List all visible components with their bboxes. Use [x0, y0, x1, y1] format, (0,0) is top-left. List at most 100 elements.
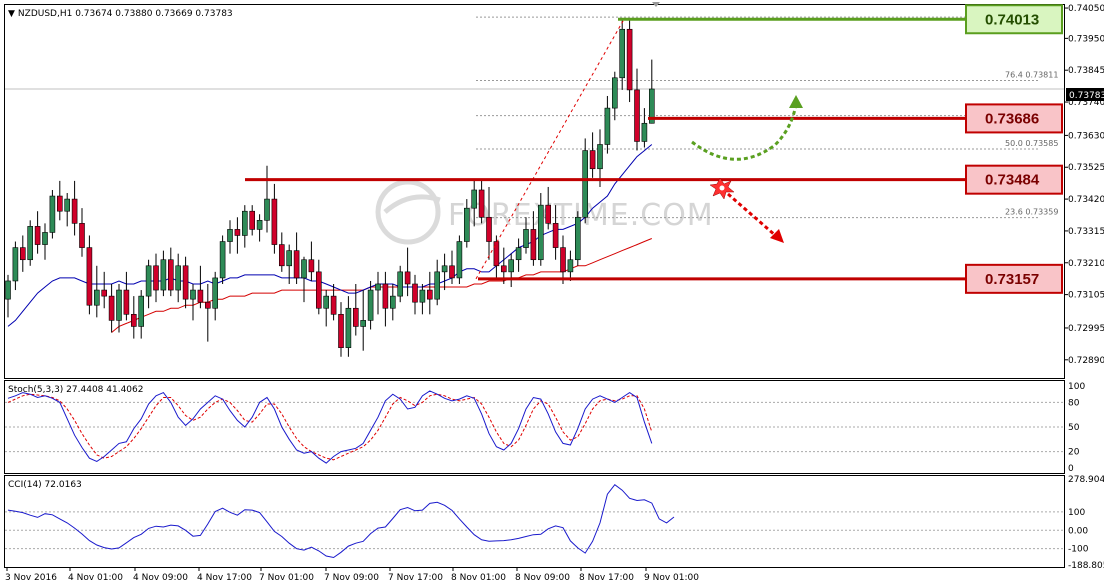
moving-average-fast-line	[7, 144, 653, 327]
fibo-level-label: 23.6 0.73359	[1005, 208, 1058, 217]
candle	[574, 211, 581, 266]
candle	[441, 253, 448, 291]
candle	[315, 259, 322, 315]
candle-body-down	[234, 229, 241, 236]
candle	[508, 253, 515, 288]
candle	[611, 71, 618, 121]
candle-body-down	[338, 314, 344, 348]
candle-body-down	[56, 195, 63, 212]
candle	[434, 259, 441, 306]
candle	[293, 232, 300, 284]
candle	[234, 217, 241, 254]
candle	[308, 241, 315, 281]
y-tick-label: 0.73740	[1068, 98, 1104, 108]
candle	[190, 283, 196, 321]
candle-body-up	[212, 277, 218, 309]
candle	[301, 256, 307, 303]
candle-body-down	[249, 210, 255, 230]
candle-body-up	[641, 122, 648, 142]
dropdown-arrow-icon[interactable]: ▼	[8, 9, 15, 19]
cci-line	[7, 484, 675, 559]
candle-body-down	[153, 265, 159, 291]
cci-y-tick-label: 0.00	[1068, 526, 1088, 536]
candle-body-up	[145, 265, 152, 297]
candle	[471, 180, 478, 227]
level-box-frame	[965, 103, 1063, 134]
candle-body-down	[34, 226, 41, 245]
candle-body-down	[308, 259, 315, 273]
candle-body-up	[42, 232, 48, 245]
candle-body-down	[278, 244, 285, 267]
candle-body-down	[626, 28, 633, 91]
candle-body-up	[611, 77, 618, 109]
candle	[545, 186, 552, 230]
current-price-label: 0.73783	[1069, 91, 1104, 101]
candle-body-down	[330, 295, 337, 315]
candle-body-up	[256, 220, 263, 230]
stoch-y-tick-label: 50	[1068, 423, 1080, 433]
candle-body-up	[582, 150, 589, 218]
annotation-layer: 0.74013 0.73686 0.73484 0.73157	[245, 2, 1063, 294]
candle-body-up	[94, 289, 100, 306]
candle	[278, 232, 285, 272]
candle-body-down	[493, 241, 500, 267]
candle	[537, 193, 544, 266]
stoch-y-tick-label: 20	[1068, 448, 1080, 458]
candle-body-up	[397, 271, 404, 297]
candle	[641, 108, 648, 148]
candle	[64, 193, 70, 227]
y-tick-label: 0.74050	[1068, 4, 1104, 14]
bearish-arrow-path	[727, 192, 777, 238]
candle	[486, 186, 492, 260]
candle	[242, 205, 248, 248]
candle-body-down	[426, 289, 433, 300]
candle-body-down	[486, 216, 492, 242]
y-tick-label: 0.73525	[1068, 163, 1104, 173]
resistance-box: 0.74013	[965, 4, 1063, 35]
candle	[49, 189, 56, 239]
candle-body-up	[5, 280, 11, 300]
cci-y-tick-label: -100	[1068, 545, 1089, 555]
candle	[404, 247, 411, 297]
level-box-label: 0.73484	[985, 172, 1040, 189]
fibo-level-label: 76.4 0.73811	[1005, 71, 1058, 80]
candle	[94, 265, 100, 318]
candle	[86, 235, 93, 315]
candle-body-down	[168, 259, 174, 291]
candle	[375, 271, 381, 315]
candle	[205, 283, 211, 342]
candle-body-down	[101, 289, 107, 297]
candle-body-down	[71, 198, 78, 224]
candle-body-up	[597, 144, 603, 170]
y-tick-label: 0.72890	[1068, 356, 1104, 366]
candle	[478, 180, 485, 224]
candle	[382, 271, 389, 327]
candle	[160, 250, 167, 297]
candle-body-up	[375, 283, 381, 291]
candle	[648, 59, 655, 124]
candle-body-down	[478, 189, 485, 218]
x-tick-label: 8 Nov 01:00	[451, 573, 506, 583]
candle	[249, 205, 255, 236]
chart-shift-marker-icon[interactable]	[652, 2, 660, 7]
candle	[227, 220, 233, 254]
candle-body-down	[552, 223, 559, 248]
candle	[108, 283, 115, 333]
x-tick-label: 8 Nov 09:00	[515, 573, 570, 583]
candle-body-down	[404, 271, 411, 285]
x-tick-label: 7 Nov 17:00	[388, 573, 443, 583]
candle	[145, 259, 152, 309]
y-tick-label: 0.73630	[1068, 131, 1104, 141]
candle	[264, 165, 270, 233]
candle-body-up	[175, 265, 181, 291]
y-tick-label: 0.73845	[1068, 66, 1104, 76]
stoch-main-line	[7, 390, 653, 464]
candle	[12, 241, 19, 291]
x-tick-label: 4 Nov 09:00	[133, 573, 188, 583]
watermark-logo-icon	[375, 179, 441, 245]
level-box-label: 0.73157	[985, 271, 1039, 288]
x-tick-label: 9 Nov 01:00	[644, 573, 699, 583]
candle-body-up	[567, 259, 574, 273]
candle-body-down	[352, 307, 359, 327]
